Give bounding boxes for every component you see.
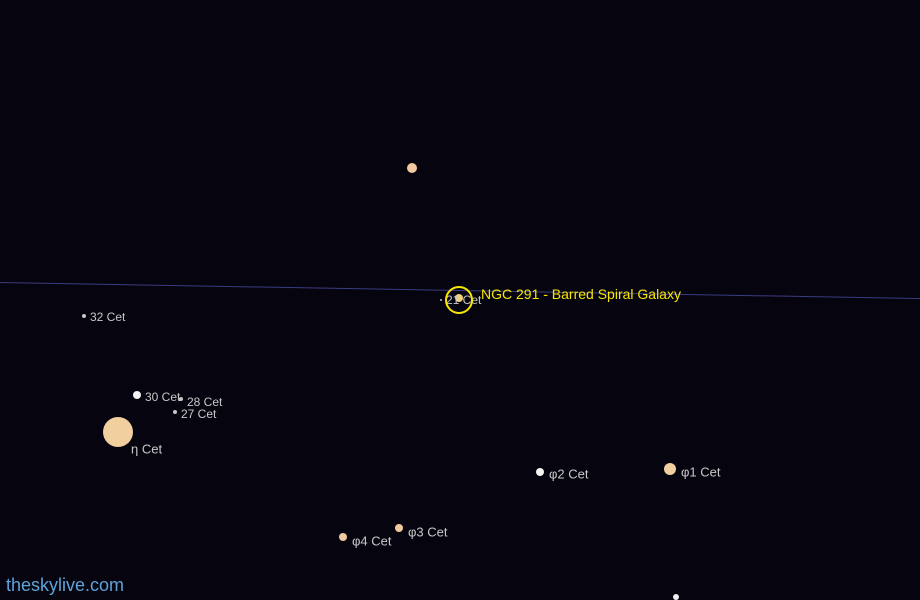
star-edge xyxy=(673,594,679,600)
star-unnamed-top xyxy=(407,163,417,173)
star-28-cet xyxy=(179,397,183,401)
star-label-32-cet: 32 Cet xyxy=(90,310,125,324)
target-ring xyxy=(445,286,473,314)
watermark: theskylive.com xyxy=(6,575,124,596)
star-label-phi4-cet: φ4 Cet xyxy=(352,534,392,549)
star-label-phi1-cet: φ1 Cet xyxy=(681,465,721,480)
star-label-27-cet: 27 Cet xyxy=(181,407,216,421)
star-27-cet xyxy=(173,410,177,414)
star-eta-cet xyxy=(103,417,133,447)
tick-21-cet xyxy=(440,299,442,301)
star-label-eta-cet: η Cet xyxy=(131,442,162,457)
star-30-cet xyxy=(133,391,141,399)
target-label: NGC 291 - Barred Spiral Galaxy xyxy=(481,286,681,302)
star-label-phi3-cet: φ3 Cet xyxy=(408,525,448,540)
star-label-phi2-cet: φ2 Cet xyxy=(549,467,589,482)
star-phi2-cet xyxy=(536,468,544,476)
star-phi1-cet xyxy=(664,463,676,475)
star-32-cet xyxy=(82,314,86,318)
finder-chart: 32 Cet30 Cet28 Cet27 Cetη Cetφ2 Cetφ1 Ce… xyxy=(0,0,920,600)
star-label-30-cet: 30 Cet xyxy=(145,390,180,404)
star-phi3-cet xyxy=(395,524,403,532)
star-phi4-cet xyxy=(339,533,347,541)
